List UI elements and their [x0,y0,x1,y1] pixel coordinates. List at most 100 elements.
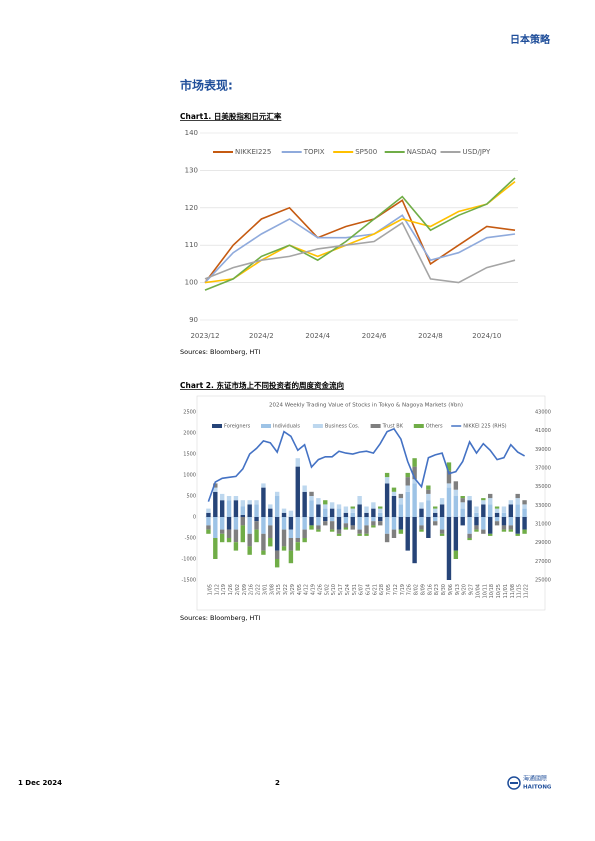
x-tick-label: 2024/2 [249,332,274,340]
y2-tick-label: 41000 [535,428,551,434]
bar [247,517,252,534]
y2-tick-label: 37000 [535,466,551,472]
bar [508,529,514,532]
bar [302,529,307,538]
bar [323,508,328,517]
x-tick-label: 1/05 [207,584,213,595]
bar [213,517,218,538]
x-tick-label: 7/05 [386,584,392,595]
bar [467,538,472,541]
x-tick-label: 5/10 [331,584,337,595]
bar [206,529,211,534]
bar [233,517,239,530]
bar [295,466,300,517]
y2-tick-label: 27000 [535,559,551,565]
bar [288,517,294,530]
bar [329,508,335,517]
bar [419,525,424,530]
bar [474,525,479,530]
bar [226,517,232,530]
bar [488,493,493,499]
bar [460,498,465,503]
bar [288,529,294,538]
y-tick-label: 500 [186,494,196,500]
x-tick-label: 9/20 [462,584,468,595]
x-tick-label: 2/16 [249,584,255,595]
x-tick-label: 4/12 [304,584,310,595]
bar [268,508,273,517]
y2-tick-label: 39000 [535,447,551,453]
bar [350,525,355,530]
bar [488,517,493,534]
x-tick-label: 5/31 [352,584,358,595]
bar [412,479,417,484]
bar [240,500,245,507]
bar [405,485,410,492]
bar [405,517,410,551]
bar [371,508,376,517]
bar [439,504,445,517]
bar [247,500,252,505]
bar [302,538,307,543]
bar [419,517,424,526]
x-tick-label: 1/19 [221,584,227,595]
x-tick-label: 2024/4 [305,332,330,340]
bar [501,517,507,526]
bar [336,529,342,534]
bar [343,506,349,513]
bar [343,512,349,517]
bar [384,477,390,484]
logo-cn: 海通國際 [523,775,547,783]
chart-title: Chart1. 日美股指和日元汇率 [180,111,282,121]
bar [481,504,486,517]
bar [302,517,307,530]
bar [309,496,314,501]
bar [309,491,314,496]
bar [371,502,376,509]
bar [488,533,493,536]
bar [240,514,245,517]
x-tick-label: 2024/6 [362,332,387,340]
bar [515,533,520,536]
bar [343,523,349,528]
bar [254,521,259,530]
x-tick-label: 4/19 [311,584,317,595]
bar [288,538,294,551]
bar [336,504,342,509]
bar [405,472,410,478]
bar [405,477,410,486]
bar [391,529,397,538]
bar [213,491,218,517]
bar [460,517,465,526]
x-tick-label: 2023/12 [190,332,219,340]
legend-label: USD/JPY [463,148,491,156]
bar [261,517,266,534]
line-series [204,199,516,284]
bar [268,525,273,538]
bar [488,498,493,505]
bar [316,529,321,532]
bar [213,483,218,488]
footer-date: 1 Dec 2024 [18,779,62,787]
bar [364,506,369,513]
bar [302,485,307,492]
x-tick-label: 2/09 [242,584,248,595]
bar [274,491,280,496]
x-tick-label: 8/16 [427,584,433,595]
bar [336,508,342,517]
bar [378,517,383,522]
bar [453,517,459,551]
source: Sources: Bloomberg, HTI [180,614,260,622]
bar [433,512,438,517]
bar [226,496,232,501]
x-tick-label: 10/11 [482,584,488,598]
bar [378,521,383,526]
bar [433,517,438,522]
bar [309,525,314,530]
bar [336,517,342,530]
y-tick-label: 1500 [183,452,196,458]
x-tick-label: 4/05 [297,584,303,595]
bar [453,489,459,496]
legend-swatch [261,424,271,428]
bar [329,521,335,530]
